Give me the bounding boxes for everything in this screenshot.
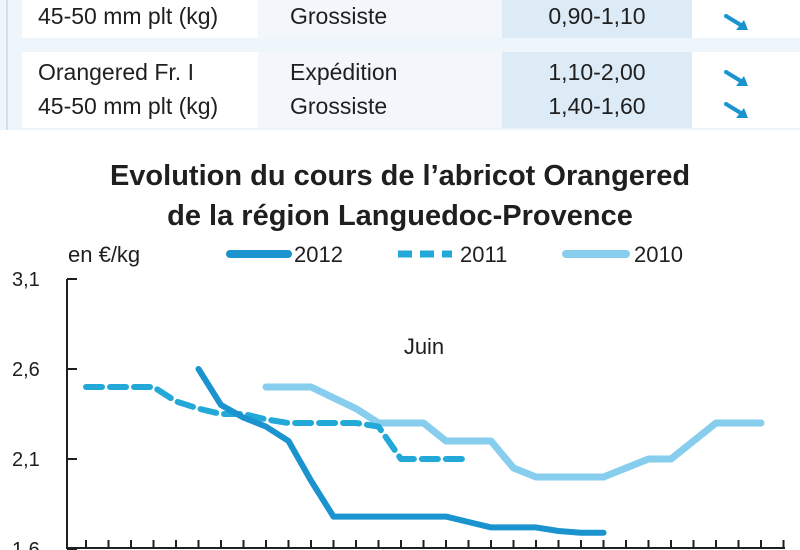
series-line-2011 (83, 384, 472, 462)
price-table: 45-50 mm plt (kg) Grossiste 0,90-1,10 Or… (0, 0, 800, 130)
row-3-product: 45-50 mm plt (kg) (38, 93, 219, 119)
y-tick-label: 3,1 (12, 269, 40, 291)
table-left-border (6, 0, 8, 130)
trend-column (692, 0, 800, 128)
legend-label-2011: 2011 (460, 242, 507, 267)
annotation-juin: Juin (404, 334, 444, 359)
row-1-stage: Grossiste (290, 3, 388, 29)
chart-title-line-1: Evolution du cours de l’abricot Orangere… (109, 160, 691, 192)
row-separator (22, 38, 800, 52)
row-1-product: 45-50 mm plt (kg) (38, 3, 219, 29)
row-2-stage: Expédition (290, 59, 398, 85)
down-right-arrow-icon (724, 14, 748, 30)
y-axis-label: en €/kg (68, 242, 140, 267)
y-tick-label: 2,1 (12, 449, 40, 471)
down-right-arrow-icon (724, 70, 748, 86)
series-line-2012 (195, 366, 607, 536)
row-1-price: 0,90-1,10 (548, 3, 646, 29)
row-3-stage: Grossiste (290, 93, 388, 119)
price-column (502, 0, 692, 128)
row-3-price: 1,40-1,60 (548, 93, 646, 119)
row-2-price: 1,10-2,00 (548, 59, 646, 85)
series-line-2010 (262, 383, 765, 481)
y-tick-label: 2,6 (12, 359, 40, 381)
price-line-chart: en €/kg 2012 2011 2010 Juin 1,6 2,1 2,6 3,1 (12, 242, 785, 550)
stage-column (258, 0, 502, 128)
product-column (22, 0, 258, 128)
legend-label-2010: 2010 (634, 242, 683, 267)
down-right-arrow-icon (724, 102, 748, 118)
legend-label-2012: 2012 (294, 242, 343, 267)
row-2-product: Orangered Fr. I (38, 59, 194, 85)
chart-title-line-2: de la région Languedoc-Provence (167, 200, 633, 232)
y-tick-label: 1,6 (12, 539, 40, 550)
